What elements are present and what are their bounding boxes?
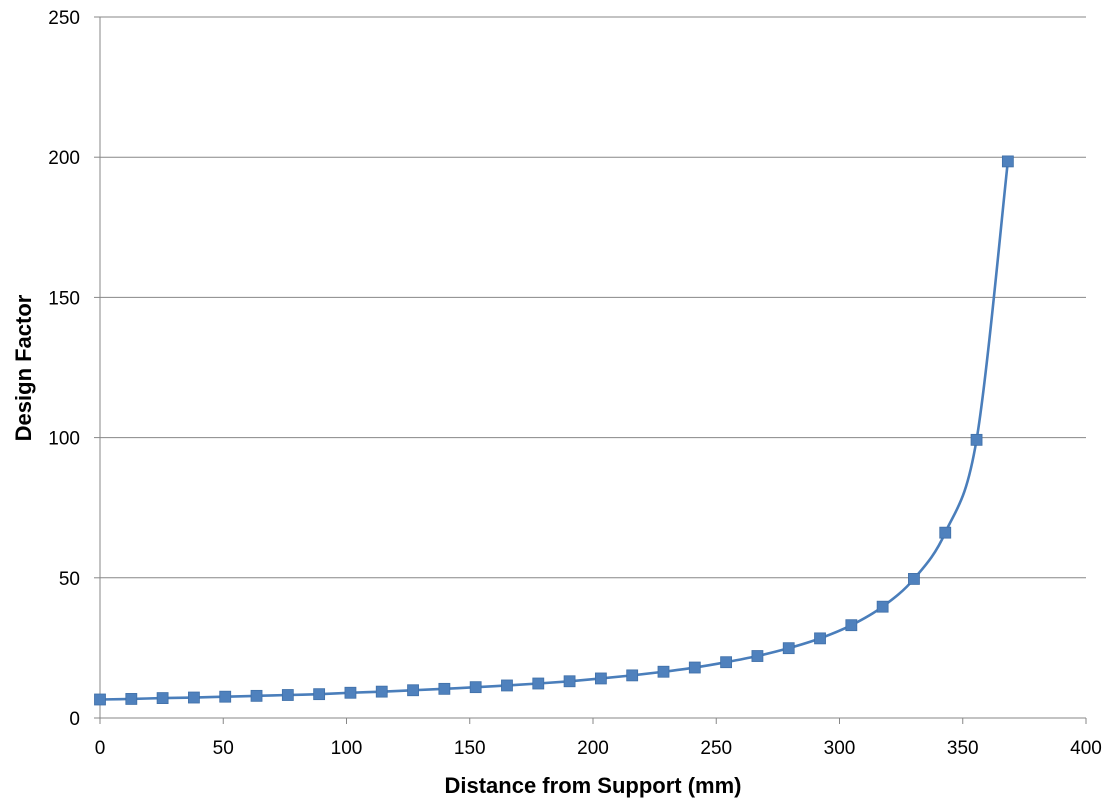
data-point-marker [626,669,639,682]
data-point-marker [407,684,419,697]
data-point-marker [845,619,858,632]
x-tick-label: 50 [213,738,234,759]
y-tick-label: 200 [48,148,80,169]
data-point-marker [908,573,920,585]
data-point-marker [375,685,388,698]
x-tick-label: 100 [331,738,363,759]
data-point-marker [344,686,357,699]
x-tick-label: 350 [947,738,979,759]
data-point-marker [313,688,326,701]
data-point-marker [876,600,889,613]
y-tick-label: 150 [48,288,80,309]
data-point-marker [939,526,952,539]
data-point-marker [720,656,733,669]
x-tick-label: 400 [1070,738,1102,759]
data-point-marker [94,693,106,706]
series-layer [94,155,1014,706]
data-point-marker [219,690,232,703]
y-tick-label: 250 [48,8,80,29]
data-point-marker [688,661,701,674]
y-tick-label: 0 [69,709,80,730]
data-point-marker [469,681,482,694]
data-point-marker [438,682,451,695]
data-point-marker [250,689,263,702]
y-axis-title: Design Factor [11,294,36,441]
y-tick-labels: 0 50 100 150 200 250 [48,8,80,730]
data-point-marker [1001,155,1014,168]
axes [94,16,1087,724]
x-tick-label: 0 [95,738,106,759]
x-axis-title: Distance from Support (mm) [444,773,741,798]
x-tick-labels: 0 50 100 150 200 250 300 350 400 [95,738,1102,759]
data-point-marker [751,650,764,662]
data-point-marker [156,692,169,704]
data-point-marker [501,679,513,692]
y-tick-label: 50 [59,569,80,590]
x-tick-label: 200 [577,738,609,759]
data-point-marker [188,691,200,704]
data-point-marker [563,675,576,688]
data-point-marker [782,642,795,655]
data-point-marker [594,672,607,685]
x-tick-label: 250 [700,738,732,759]
y-tick-label: 100 [48,429,80,450]
data-point-marker [657,665,670,678]
data-point-marker [281,689,294,701]
gridlines [100,16,1086,579]
x-tick-label: 300 [824,738,856,759]
data-point-marker [970,433,983,446]
data-point-marker [532,677,545,690]
x-tick-label: 150 [454,738,486,759]
data-point-marker [125,693,138,705]
data-point-marker [814,632,826,645]
